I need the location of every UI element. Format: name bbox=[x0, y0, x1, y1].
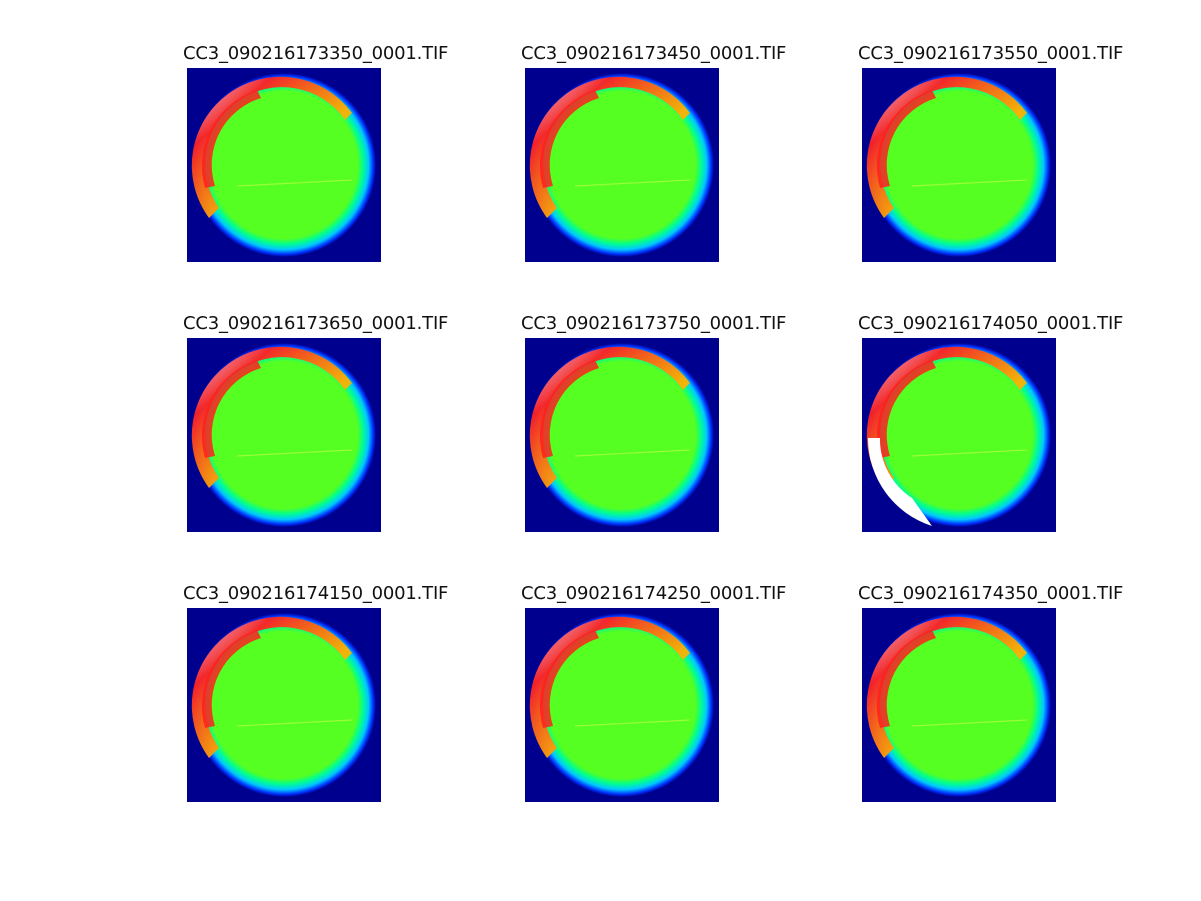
sky-disk bbox=[530, 73, 714, 257]
sky-disk bbox=[867, 343, 1051, 527]
streak bbox=[911, 449, 1028, 457]
fisheye-sky-image bbox=[187, 68, 381, 262]
fisheye-sky-image bbox=[187, 608, 381, 802]
panel-title: CC3_090216173750_0001.TIF bbox=[521, 313, 787, 334]
fisheye-svg bbox=[525, 608, 719, 802]
fisheye-svg bbox=[525, 338, 719, 532]
panel-title: CC3_090216173350_0001.TIF bbox=[183, 43, 449, 64]
hot-limb bbox=[539, 360, 599, 458]
fisheye-sky-image bbox=[862, 608, 1056, 802]
hot-limb bbox=[876, 360, 936, 458]
streak bbox=[574, 449, 691, 457]
sky-disk bbox=[530, 343, 714, 527]
panel-title: CC3_090216174150_0001.TIF bbox=[183, 583, 449, 604]
sky-disk bbox=[192, 613, 376, 797]
fisheye-sky-image bbox=[525, 68, 719, 262]
bright-limb bbox=[529, 616, 690, 758]
sky-disk bbox=[867, 613, 1051, 797]
fisheye-svg bbox=[862, 608, 1056, 802]
sky-disk bbox=[192, 343, 376, 527]
panel-title: CC3_090216174350_0001.TIF bbox=[858, 583, 1124, 604]
fisheye-sky-image bbox=[187, 338, 381, 532]
panel-title: CC3_090216173450_0001.TIF bbox=[521, 43, 787, 64]
streak bbox=[236, 719, 353, 727]
panel-title: CC3_090216174050_0001.TIF bbox=[858, 313, 1124, 334]
bright-limb bbox=[191, 616, 352, 758]
fisheye-sky-image bbox=[862, 68, 1056, 262]
hot-limb bbox=[876, 90, 936, 188]
fisheye-svg bbox=[862, 338, 1056, 532]
sky-disk bbox=[867, 73, 1051, 257]
fisheye-svg bbox=[187, 338, 381, 532]
hot-limb bbox=[201, 90, 261, 188]
hot-limb bbox=[201, 360, 261, 458]
sky-disk bbox=[530, 613, 714, 797]
fisheye-svg bbox=[187, 68, 381, 262]
bright-limb bbox=[191, 346, 352, 488]
hot-limb bbox=[539, 630, 599, 728]
fisheye-svg bbox=[862, 68, 1056, 262]
fisheye-sky-image bbox=[862, 338, 1056, 532]
fisheye-svg bbox=[187, 608, 381, 802]
panel-title: CC3_090216174250_0001.TIF bbox=[521, 583, 787, 604]
bright-limb bbox=[191, 76, 352, 218]
panel-title: CC3_090216173550_0001.TIF bbox=[858, 43, 1124, 64]
fisheye-svg bbox=[525, 68, 719, 262]
streak bbox=[574, 719, 691, 727]
hot-limb bbox=[876, 630, 936, 728]
streak bbox=[911, 179, 1028, 187]
bright-limb bbox=[529, 76, 690, 218]
streak bbox=[236, 449, 353, 457]
panel-title: CC3_090216173650_0001.TIF bbox=[183, 313, 449, 334]
streak bbox=[911, 719, 1028, 727]
sky-disk bbox=[192, 73, 376, 257]
bright-limb bbox=[866, 76, 1027, 218]
fisheye-sky-image bbox=[525, 338, 719, 532]
fisheye-sky-image bbox=[525, 608, 719, 802]
streak bbox=[236, 179, 353, 187]
bright-limb bbox=[866, 616, 1027, 758]
bright-limb bbox=[529, 346, 690, 488]
streak bbox=[574, 179, 691, 187]
hot-limb bbox=[201, 630, 261, 728]
saturated-region bbox=[867, 438, 932, 526]
hot-limb bbox=[539, 90, 599, 188]
